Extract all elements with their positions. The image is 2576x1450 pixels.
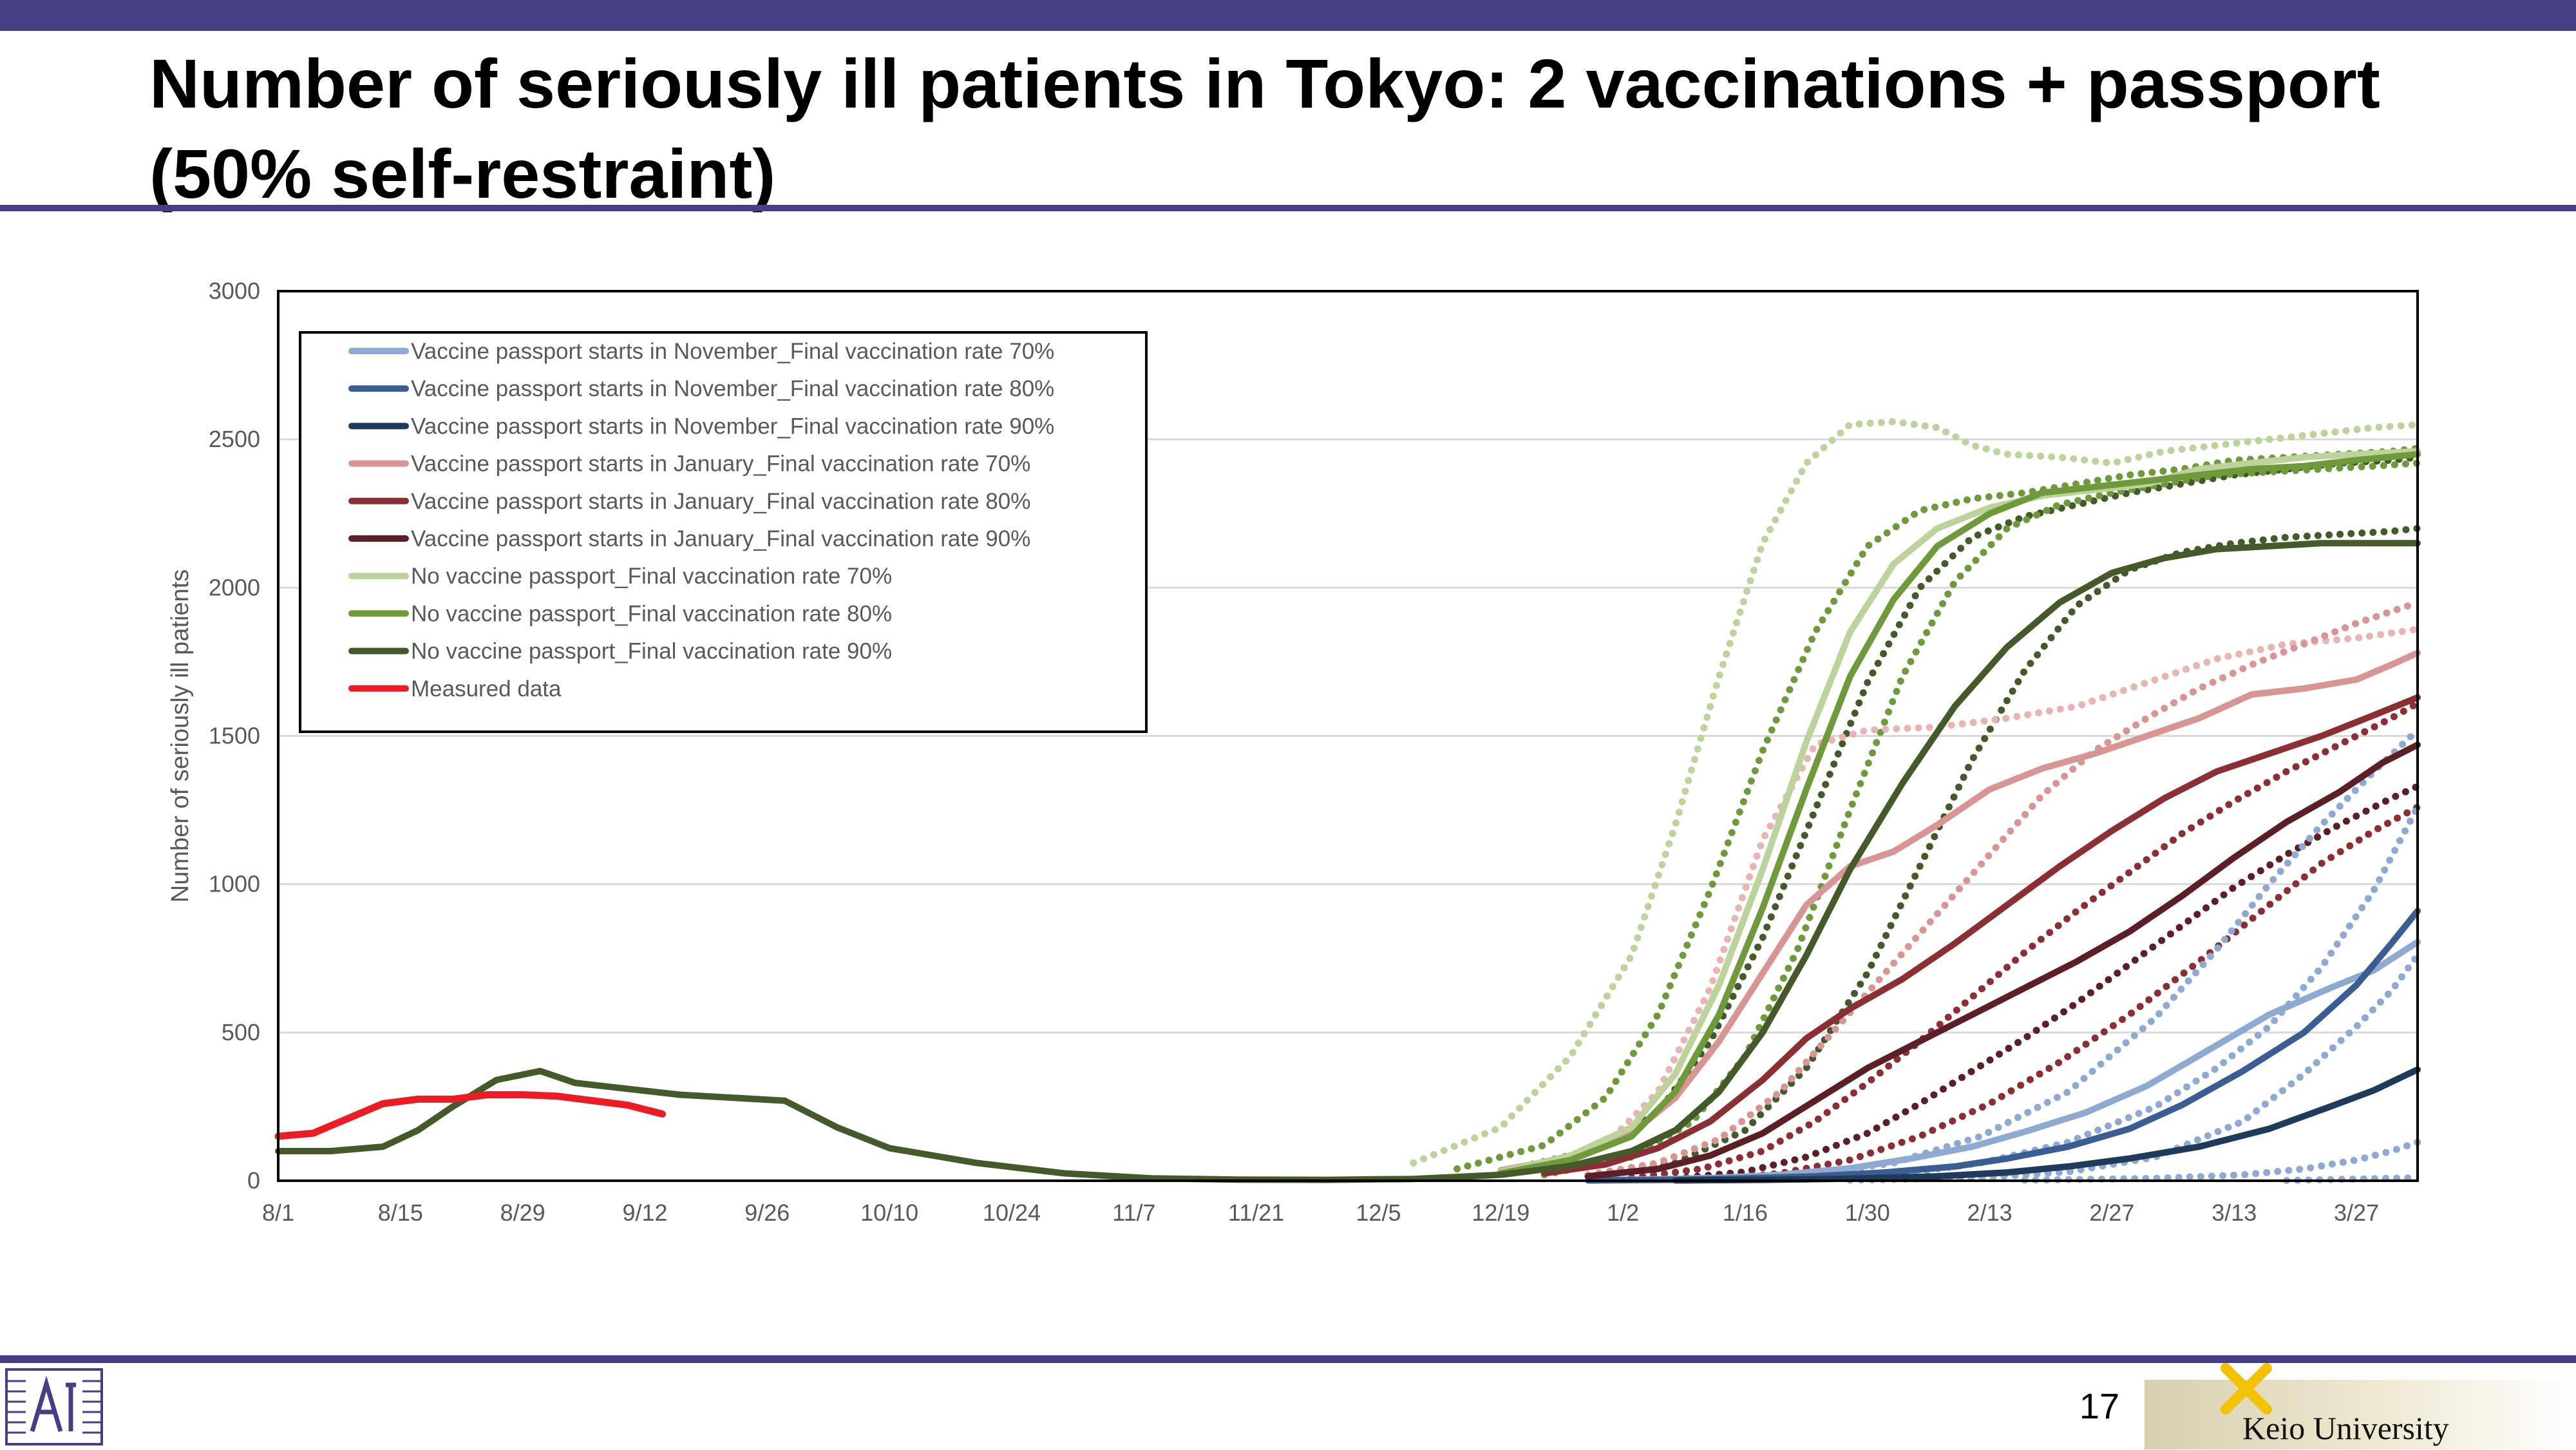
x-tick-label: 10/10 [860, 1199, 918, 1226]
scenario-dotted-line [1672, 783, 2421, 1182]
plot-frame [277, 290, 2419, 1182]
series-line [275, 540, 2421, 1183]
x-tick-label: 10/24 [983, 1199, 1041, 1226]
legend-entry: No vaccine passport_Final vaccination ra… [411, 564, 892, 589]
legend-entry: Vaccine passport starts in November_Fina… [411, 376, 1054, 401]
lab-logo [4, 1367, 104, 1447]
scenario-dotted-line [1410, 418, 2421, 1167]
x-tick-label: 8/1 [262, 1199, 294, 1226]
scenario-dotted-line [1497, 453, 2421, 1176]
slide-title: Number of seriously ill patients in Toky… [149, 44, 2380, 213]
university-banner: Keio University [2145, 1363, 2576, 1449]
scenario-dotted-line [2021, 1138, 2421, 1184]
series-line [1672, 1066, 2421, 1184]
scenario-dotted-line [1584, 598, 2421, 1179]
title-divider [0, 205, 2576, 211]
series-line [1541, 694, 2421, 1177]
x-tick-label: 3/13 [2211, 1199, 2257, 1226]
series-line [1497, 451, 2421, 1177]
x-tick-label: 12/5 [1356, 1199, 1401, 1226]
y-tick-label: 3000 [209, 278, 260, 304]
x-tick-label: 12/19 [1472, 1199, 1530, 1226]
legend-box [299, 331, 1148, 733]
x-tick-label: 11/7 [1112, 1199, 1155, 1226]
chart-container: 0 500 1000 1500 2000 2500 3000 8/1 8/15 8/29 9/12 9… [0, 258, 2576, 1263]
legend-entry: Measured data [411, 676, 562, 701]
x-tick-label: 1/30 [1845, 1199, 1890, 1226]
scenario-dotted-line [1540, 459, 2421, 1179]
y-axis-label: Number of seriously ill patients [167, 569, 194, 902]
y-tick-label: 500 [222, 1019, 260, 1045]
legend-entry: Vaccine passport starts in January_Final… [411, 489, 1030, 514]
y-tick-label: 2500 [209, 426, 260, 452]
legend-entry: No vaccine passport_Final vaccination ra… [411, 601, 892, 626]
scenario-dotted-line [1584, 524, 2421, 1180]
line-chart: 0 500 1000 1500 2000 2500 3000 8/1 8/15 8/29 9/12 9… [167, 278, 2421, 1226]
pen-emblem-icon [2221, 1363, 2272, 1415]
x-tick-label: 8/29 [500, 1199, 545, 1226]
x-tick-label: 9/12 [622, 1199, 667, 1226]
y-tick-label: 0 [247, 1167, 260, 1194]
series-line [1497, 649, 2421, 1174]
scenario-dotted-line [1454, 444, 2421, 1173]
legend-entry: Vaccine passport starts in January_Final… [411, 526, 1030, 551]
footer-divider [0, 1355, 2576, 1363]
x-tick-label: 8/15 [378, 1199, 423, 1226]
x-tick-label: 9/26 [744, 1199, 790, 1226]
y-tick-label: 1000 [209, 871, 260, 897]
scenario-dotted-line [1628, 700, 2421, 1181]
x-tick-label: 2/13 [1967, 1199, 2012, 1226]
y-tick-label: 1500 [209, 723, 260, 749]
x-tick-label: 11/21 [1228, 1199, 1284, 1226]
series-line [1584, 741, 2421, 1180]
legend-entry: Vaccine passport starts in November_Fina… [411, 339, 1054, 364]
series-line [1497, 448, 2421, 1176]
legend-entry: Vaccine passport starts in January_Final… [411, 452, 1030, 477]
x-tick-label: 3/27 [2334, 1199, 2379, 1226]
scenario-dotted-line [1715, 803, 2421, 1183]
top-accent-bar [0, 0, 2576, 31]
x-tick-label: 1/2 [1607, 1199, 1639, 1226]
x-tick-label: 1/16 [1723, 1199, 1768, 1226]
x-tick-label: 2/27 [2089, 1199, 2134, 1226]
university-name: Keio University [2242, 1410, 2449, 1446]
page-number: 17 [2079, 1386, 2120, 1426]
lab-logo-icon [5, 1368, 103, 1445]
series-line [274, 1091, 667, 1140]
scenario-dotted-line [1846, 951, 2421, 1184]
y-tick-label: 2000 [209, 574, 260, 600]
legend-entry: Vaccine passport starts in November_Fina… [411, 414, 1054, 439]
legend-entry: No vaccine passport_Final vaccination ra… [411, 639, 892, 664]
